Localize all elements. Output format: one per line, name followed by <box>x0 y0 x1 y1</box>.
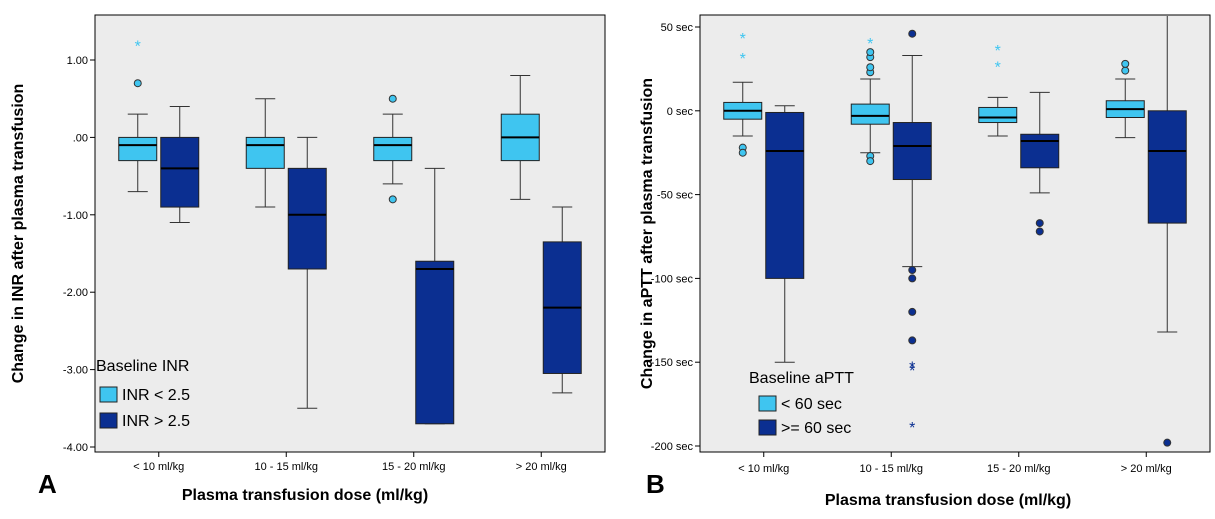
extreme-point: * <box>909 363 915 380</box>
outlier-point <box>388 195 397 204</box>
box-1-0 <box>160 105 200 224</box>
outlier-point <box>908 307 917 316</box>
x-tick-label: > 20 ml/kg <box>516 461 567 473</box>
outlier-point <box>866 63 875 72</box>
legend-label: < 60 sec <box>781 396 842 413</box>
y-tick-label: .00 <box>73 132 88 144</box>
box-0-0: ** <box>723 31 763 157</box>
x-axis-title: Plasma transfusion dose (ml/kg) <box>182 487 428 504</box>
outlier-point <box>908 29 917 38</box>
box-1-2 <box>1020 91 1060 236</box>
box-0-1: * <box>850 36 890 166</box>
extreme-point: * <box>740 31 746 48</box>
x-tick-label: 10 - 15 ml/kg <box>254 461 318 473</box>
y-axis-title: Change in aPTT after plasma transfusion <box>639 78 656 389</box>
y-tick-label: -2.00 <box>63 287 88 299</box>
outlier-point <box>908 336 917 345</box>
box-0-3 <box>1105 59 1145 139</box>
x-tick-label: 10 - 15 ml/kg <box>859 463 923 475</box>
x-tick-label: < 10 ml/kg <box>133 461 184 473</box>
x-tick-label: 15 - 20 ml/kg <box>382 461 446 473</box>
box-iqr <box>850 103 890 125</box>
outlier-point <box>1035 219 1044 228</box>
legend: Baseline INR INR < 2.5 INR > 2.5 <box>96 358 190 430</box>
outlier-point <box>133 79 142 88</box>
box-0-1 <box>245 98 285 208</box>
y-tick-label: -100 sec <box>651 273 694 285</box>
panel-B: 50 sec 0 sec -50 sec -100 sec -150 sec -200 s… <box>639 14 1211 509</box>
extreme-point: * <box>135 39 141 56</box>
legend-swatch <box>99 386 118 403</box>
x-tick-label: 15 - 20 ml/kg <box>987 463 1051 475</box>
outlier-point <box>866 48 875 57</box>
panel-letter: B <box>646 469 665 499</box>
box-0-3 <box>500 74 540 200</box>
x-tick-label: < 10 ml/kg <box>738 463 789 475</box>
outlier-point <box>1163 438 1172 447</box>
extreme-point: * <box>995 43 1001 60</box>
extreme-point: * <box>740 51 746 68</box>
extreme-point: * <box>909 420 915 437</box>
box-iqr <box>1020 133 1060 169</box>
y-tick-label: -3.00 <box>63 365 88 377</box>
outlier-point <box>908 274 917 283</box>
y-tick-label: -150 sec <box>651 357 694 369</box>
legend: Baseline aPTT < 60 sec >= 60 sec <box>749 370 854 437</box>
box-1-3 <box>542 206 582 394</box>
outlier-point <box>388 94 397 103</box>
legend-label: INR > 2.5 <box>122 413 190 430</box>
outlier-point <box>738 148 747 157</box>
box-iqr <box>118 136 158 162</box>
box-1-2 <box>415 167 455 425</box>
extreme-point: * <box>909 360 915 377</box>
outlier-point <box>908 266 917 275</box>
series-1: *** <box>765 16 1187 447</box>
box-iqr <box>978 106 1018 124</box>
y-tick-label: 0 sec <box>667 106 694 118</box>
legend-swatch <box>758 419 777 436</box>
x-axis-title: Plasma transfusion dose (ml/kg) <box>825 492 1071 509</box>
series-0: *** ** <box>723 31 1145 166</box>
y-tick-label: 1.00 <box>67 55 88 67</box>
x-tick-label: > 20 ml/kg <box>1121 463 1172 475</box>
panel-A: 1.00 .00 -1.00 -2.00 -3.00 -4.00 Change in INR… <box>10 14 606 504</box>
series-1 <box>160 105 582 425</box>
box-iqr <box>892 122 932 181</box>
series-0: * <box>118 39 540 208</box>
legend-label: >= 60 sec <box>781 420 851 437</box>
outlier-point <box>1121 66 1130 75</box>
box-0-2 <box>373 94 413 204</box>
box-iqr <box>765 111 805 279</box>
outlier-point <box>1121 59 1130 68</box>
legend-swatch <box>758 395 777 412</box>
box-1-1: *** <box>892 29 932 437</box>
legend-title: Baseline aPTT <box>749 370 854 387</box>
extreme-point: * <box>867 36 873 53</box>
legend-swatch <box>99 412 118 429</box>
y-tick-label: -50 sec <box>657 190 694 202</box>
box-iqr <box>287 167 327 270</box>
box-iqr <box>373 136 413 162</box>
y-tick-label: -4.00 <box>63 442 88 454</box>
box-1-1 <box>287 136 327 409</box>
box-1-0 <box>765 105 805 363</box>
box-0-2: ** <box>978 43 1018 137</box>
box-0-0: * <box>118 39 158 193</box>
legend-label: INR < 2.5 <box>122 387 190 404</box>
outlier-point <box>866 157 875 166</box>
legend-title: Baseline INR <box>96 358 189 375</box>
panel-letter: A <box>38 469 57 499</box>
y-axis-title: Change in INR after plasma transfusion <box>10 84 27 384</box>
extreme-point: * <box>995 60 1001 77</box>
y-tick-label: -1.00 <box>63 210 88 222</box>
y-tick-label: 50 sec <box>661 22 694 34</box>
box-1-3 <box>1147 16 1187 447</box>
box-iqr <box>415 260 455 425</box>
outlier-point <box>1035 227 1044 236</box>
box-iqr <box>160 136 200 208</box>
box-iqr <box>245 136 285 169</box>
y-tick-label: -200 sec <box>651 441 694 453</box>
box-iqr <box>1147 110 1187 224</box>
